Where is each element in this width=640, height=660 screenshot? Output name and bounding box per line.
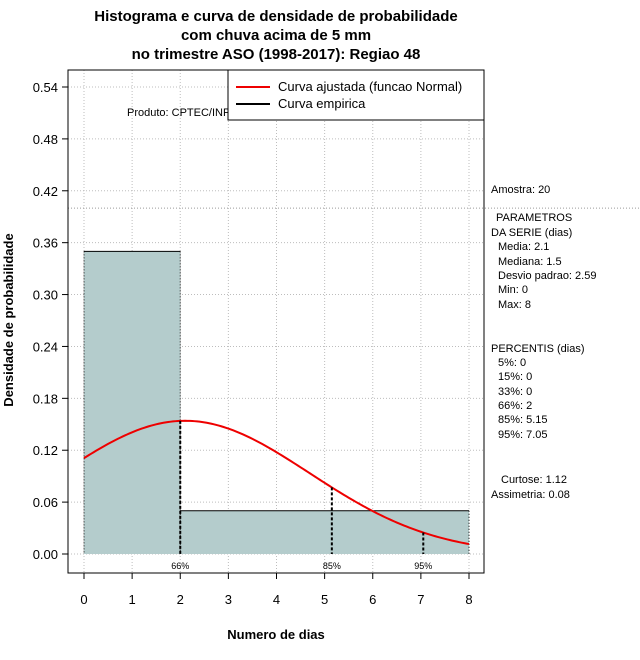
- percentil-15: 15%: 0: [498, 371, 532, 383]
- x-tick-label-2: 2: [177, 592, 184, 607]
- chart-title-line-3: no trimestre ASO (1998-2017): Regiao 48: [132, 46, 421, 63]
- x-tick-label-0: 0: [80, 592, 87, 607]
- params-title-2: DA SERIE (dias): [491, 227, 572, 239]
- x-tick-label-3: 3: [225, 592, 232, 607]
- x-tick-label-7: 7: [417, 592, 424, 607]
- curve-layer: [83, 419, 470, 546]
- x-tick-label-4: 4: [273, 592, 280, 607]
- stats-panel: Amostra: 20 PARAMETROS DA SERIE (dias) M…: [491, 184, 596, 501]
- percentile-label-66%: 66%: [171, 561, 189, 571]
- producer-label: Produto: CPTEC/INPE: [127, 107, 238, 119]
- y-tick-label-3: 0.18: [33, 391, 58, 406]
- x-tick-label-1: 1: [129, 592, 136, 607]
- normal-fit-curve: [83, 419, 470, 546]
- chart-title-line-1: Histograma e curva de densidade de proba…: [94, 8, 457, 25]
- histogram-bar-0: [84, 251, 181, 554]
- y-tick-label-5: 0.30: [33, 288, 58, 303]
- x-tick-label-8: 8: [465, 592, 472, 607]
- y-tick-label-2: 0.12: [33, 443, 58, 458]
- legend-normal-label: Curva ajustada (funcao Normal): [278, 79, 462, 94]
- percentile-label-85%: 85%: [323, 561, 341, 571]
- percentil-95: 95%: 7.05: [498, 429, 548, 441]
- y-tick-label-1: 0.06: [33, 495, 58, 510]
- y-axis-title: Densidade de probabilidade: [1, 233, 16, 406]
- param-min: Min: 0: [498, 284, 528, 296]
- y-tick-label-7: 0.42: [33, 184, 58, 199]
- percentil-66: 66%: 2: [498, 400, 532, 412]
- param-desvio: Desvio padrao: 2.59: [498, 270, 596, 282]
- curtose-value: Curtose: 1.12: [501, 474, 567, 486]
- param-media: Media: 2.1: [498, 241, 549, 253]
- y-tick-label-0: 0.00: [33, 547, 58, 562]
- percentil-5: 5%: 0: [498, 357, 526, 369]
- chart-title-line-2: com chuva acima de 5 mm: [181, 27, 371, 44]
- axes: 0.00 0.06 0.12 0.18 0.24 0.30 0.36 0.42 0.48 0.54…: [33, 69, 485, 607]
- percentil-85: 85%: 5.15: [498, 414, 548, 426]
- x-tick-label-5: 5: [321, 592, 328, 607]
- percentis-title: PERCENTIS (dias): [491, 343, 585, 355]
- y-tick-label-4: 0.24: [33, 339, 58, 354]
- param-max: Max: 8: [498, 299, 531, 311]
- legend-empirical-label: Curva empirica: [278, 96, 366, 111]
- x-axis-title: Numero de dias: [227, 627, 325, 642]
- params-title-1: PARAMETROS: [496, 212, 572, 224]
- percentile-label-95%: 95%: [414, 561, 432, 571]
- x-tick-label-6: 6: [369, 592, 376, 607]
- legend: Curva ajustada (funcao Normal) Curva emp…: [227, 69, 485, 121]
- sample-size: Amostra: 20: [491, 184, 550, 196]
- param-mediana: Mediana: 1.5: [498, 256, 562, 268]
- percentil-33: 33%: 0: [498, 386, 532, 398]
- y-tick-label-8: 0.48: [33, 132, 58, 147]
- percentile-markers: 66% 85% 95%: [171, 420, 432, 571]
- assimetria-value: Assimetria: 0.08: [491, 489, 570, 501]
- legend-box: [227, 69, 485, 121]
- y-tick-label-9: 0.54: [33, 80, 58, 95]
- y-tick-label-6: 0.36: [33, 236, 58, 251]
